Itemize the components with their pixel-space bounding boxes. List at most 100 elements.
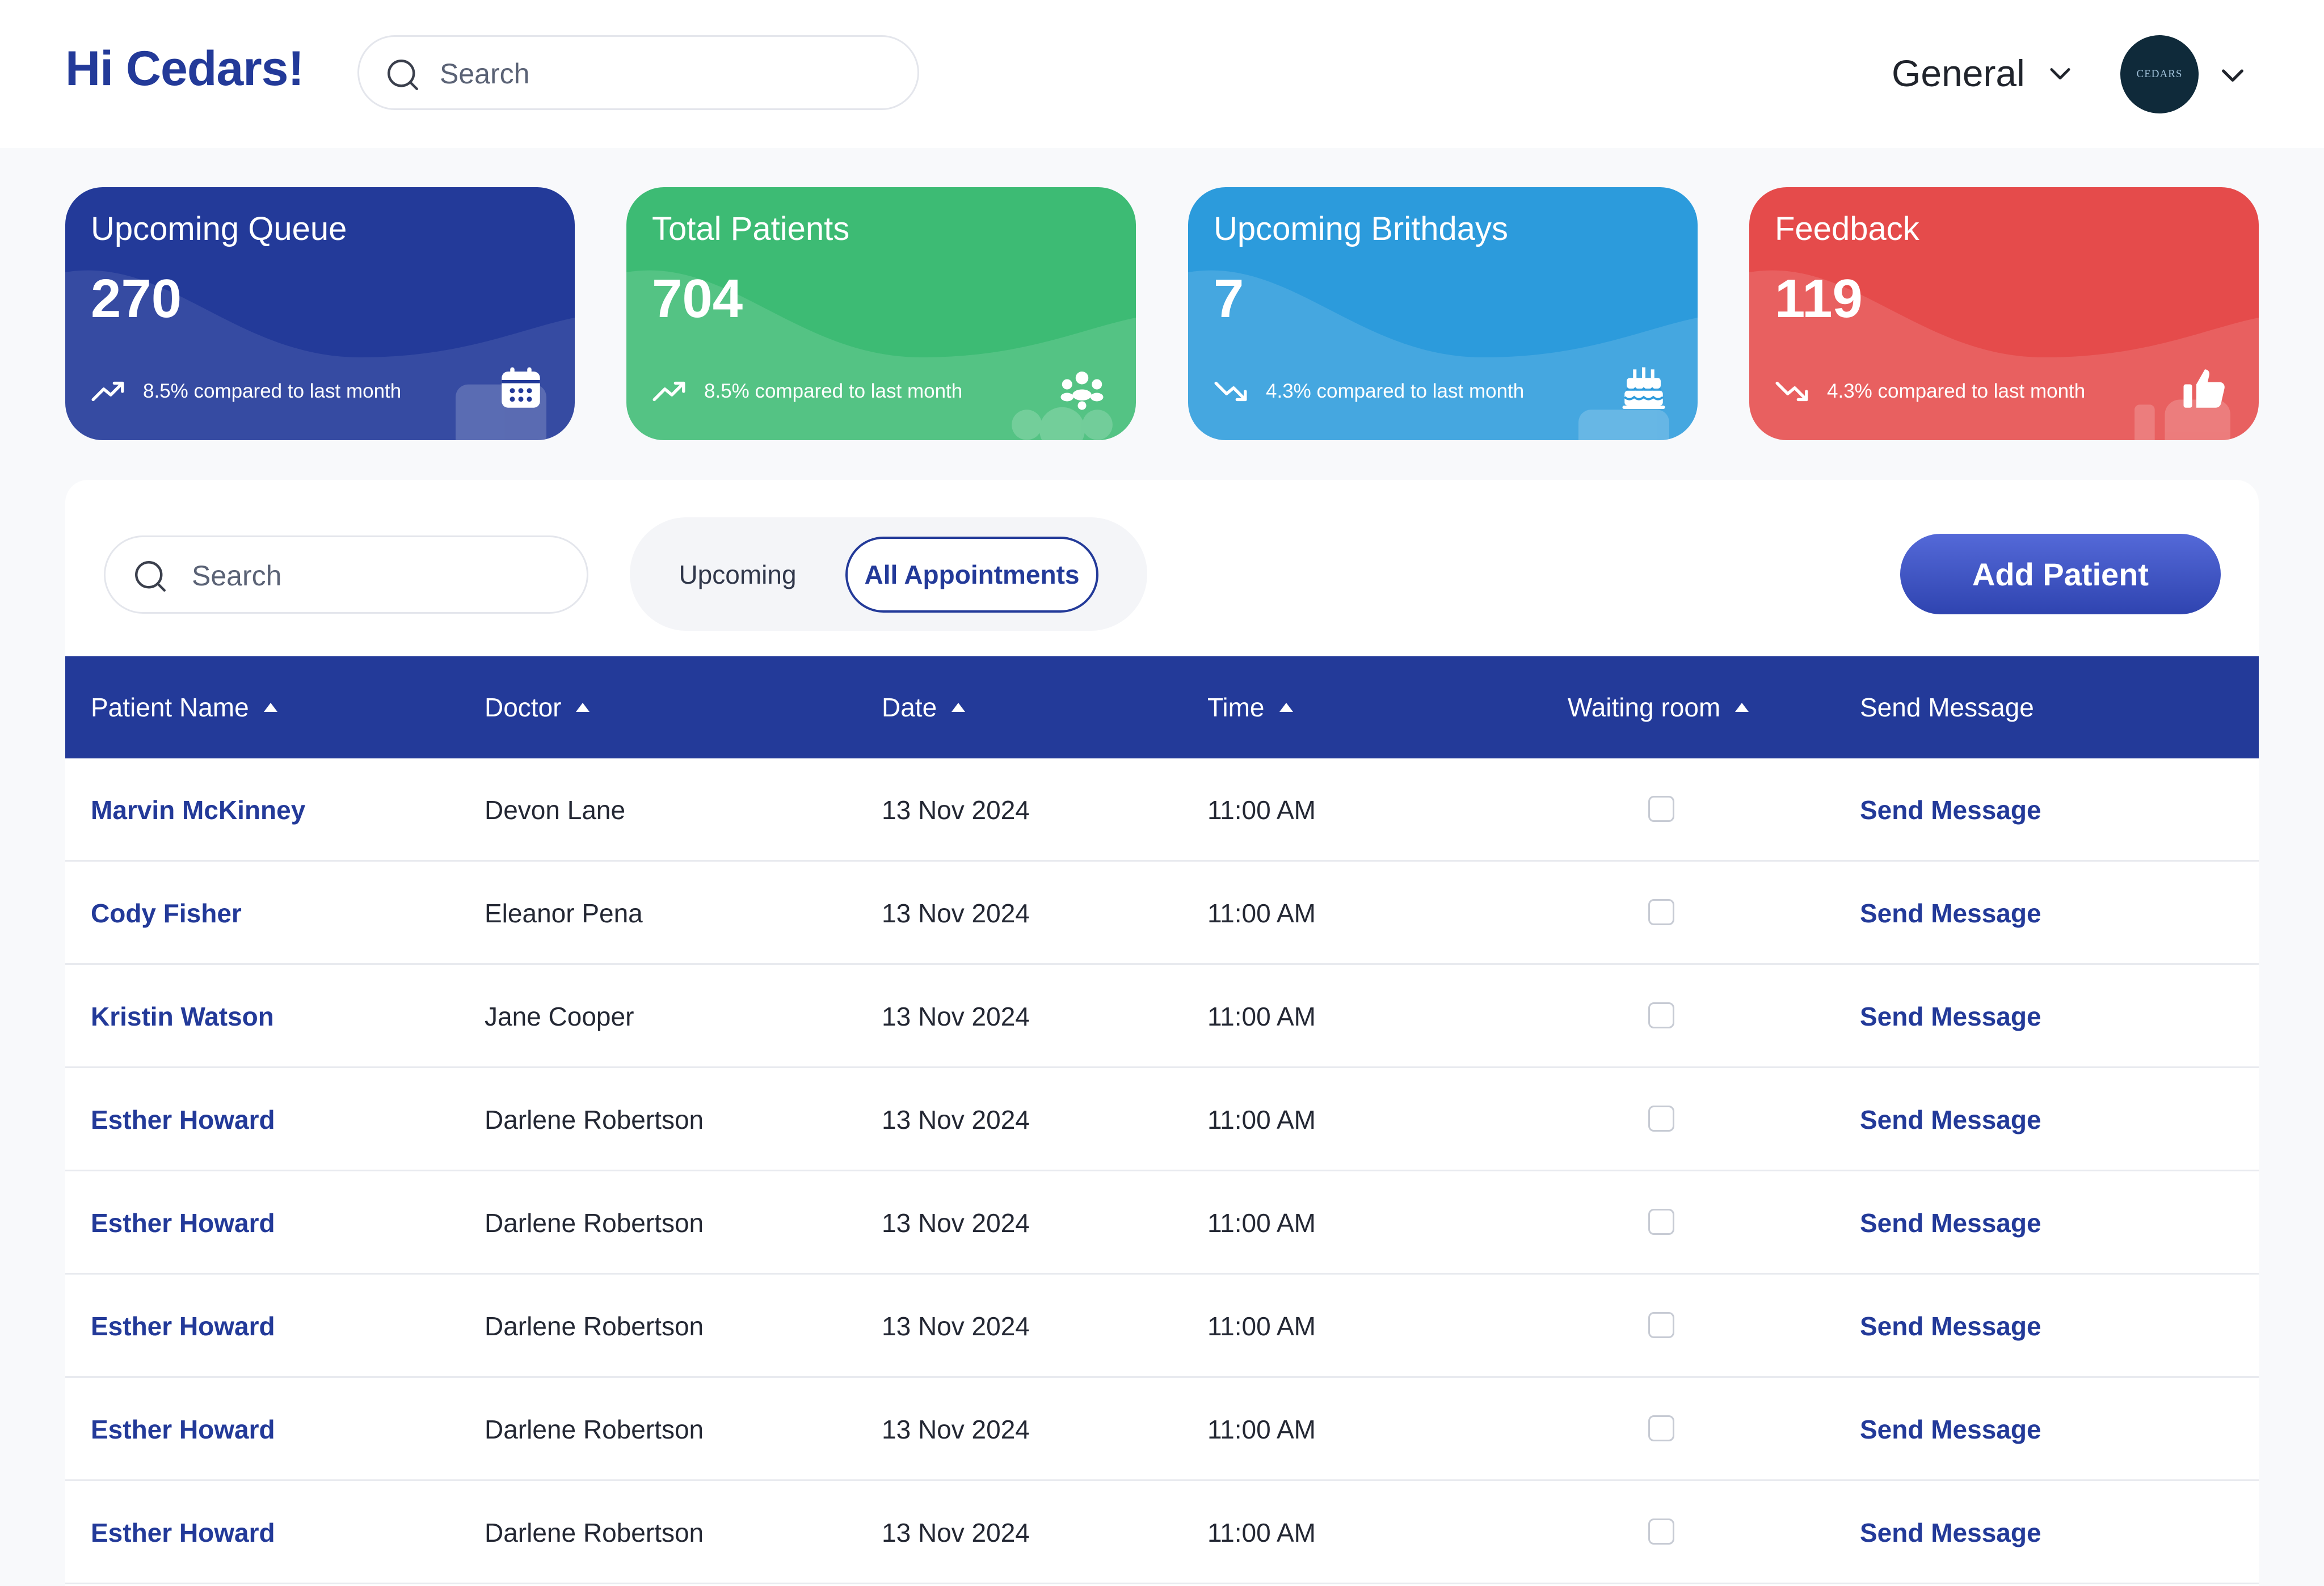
send-message-link[interactable]: Send Message xyxy=(1860,1311,2041,1341)
column-label: Date xyxy=(882,693,937,722)
card-wave-decoration xyxy=(65,270,575,440)
add-patient-button[interactable]: Add Patient xyxy=(1900,534,2221,614)
card-trend: 8.5% compared to last month xyxy=(652,379,962,404)
appointment-date: 13 Nov 2024 xyxy=(882,1311,1030,1341)
card-trend: 4.3% compared to last month xyxy=(1214,379,1524,404)
card-upcoming-birthdays[interactable]: Upcoming Brithdays 7 4.3% compared to la… xyxy=(1188,187,1698,440)
table-header: Patient Name Doctor Date Time Waiting ro… xyxy=(65,656,2259,758)
table-row: Cody Fisher Eleanor Pena 13 Nov 2024 11:… xyxy=(65,862,2259,965)
appointment-time: 11:00 AM xyxy=(1207,1518,1316,1547)
card-upcoming-queue[interactable]: Upcoming Queue 270 8.5% compared to last… xyxy=(65,187,575,440)
card-value: 119 xyxy=(1775,268,1863,329)
appointment-date: 13 Nov 2024 xyxy=(882,1415,1030,1444)
trend-down-icon xyxy=(1775,381,1808,402)
send-message-link[interactable]: Send Message xyxy=(1860,1518,2041,1547)
appointment-date: 13 Nov 2024 xyxy=(882,1518,1030,1547)
column-label: Patient Name xyxy=(91,693,249,722)
waiting-room-checkbox[interactable] xyxy=(1648,1415,1674,1441)
waiting-room-checkbox[interactable] xyxy=(1648,1312,1674,1338)
group-ghost-icon xyxy=(1012,407,1113,440)
card-wave-decoration xyxy=(1188,270,1698,440)
tab-upcoming[interactable]: Upcoming xyxy=(679,560,797,589)
sort-up-icon xyxy=(1279,703,1293,712)
waiting-room-checkbox[interactable] xyxy=(1648,1002,1674,1028)
card-wave-decoration xyxy=(1749,270,2259,440)
appointment-tabs: Upcoming All Appointments xyxy=(630,517,1147,631)
global-search-input[interactable] xyxy=(439,52,895,96)
greeting-title: Hi Cedars! xyxy=(65,41,304,96)
patient-name-link[interactable]: Esther Howard xyxy=(91,1208,275,1238)
column-label: Doctor xyxy=(485,693,562,722)
appointments-search[interactable] xyxy=(104,535,588,614)
patient-name-link[interactable]: Cody Fisher xyxy=(91,899,242,928)
appointments-search-input[interactable] xyxy=(191,553,567,598)
table-row: Esther Howard Darlene Robertson 13 Nov 2… xyxy=(65,1171,2259,1275)
doctor-name: Darlene Robertson xyxy=(485,1415,704,1444)
table-row: Esther Howard Darlene Robertson 13 Nov 2… xyxy=(65,1275,2259,1378)
send-message-link[interactable]: Send Message xyxy=(1860,899,2041,928)
waiting-room-checkbox[interactable] xyxy=(1648,899,1674,925)
card-value: 270 xyxy=(91,268,182,329)
column-header-send-message: Send Message xyxy=(1860,656,2034,758)
chevron-down-icon xyxy=(2050,68,2070,80)
appointment-time: 11:00 AM xyxy=(1207,1415,1316,1444)
appointment-time: 11:00 AM xyxy=(1207,1105,1316,1134)
table-row: Esther Howard Darlene Robertson 13 Nov 2… xyxy=(65,1378,2259,1481)
table-row: Kristin Watson Jane Cooper 13 Nov 2024 1… xyxy=(65,965,2259,1068)
patient-name-link[interactable]: Esther Howard xyxy=(91,1311,275,1341)
card-trend: 4.3% compared to last month xyxy=(1775,379,2085,404)
calendar-icon xyxy=(502,367,540,408)
appointments-panel: Upcoming All Appointments Add Patient Pa… xyxy=(65,480,2259,1586)
waiting-room-checkbox[interactable] xyxy=(1648,796,1674,822)
thumbs-up-ghost-icon xyxy=(2134,399,2230,440)
card-title: Upcoming Brithdays xyxy=(1214,210,1508,247)
global-search[interactable] xyxy=(357,35,919,110)
card-title: Feedback xyxy=(1775,210,1919,247)
send-message-link[interactable]: Send Message xyxy=(1860,1415,2041,1444)
sort-up-icon xyxy=(263,703,277,712)
thumbs-up-icon xyxy=(2183,369,2225,408)
doctor-name: Eleanor Pena xyxy=(485,899,643,928)
send-message-link[interactable]: Send Message xyxy=(1860,1105,2041,1134)
sort-up-icon xyxy=(576,703,590,712)
table-row: Marvin McKinney Devon Lane 13 Nov 2024 1… xyxy=(65,758,2259,862)
card-value: 704 xyxy=(652,268,743,329)
card-trend-text: 8.5% compared to last month xyxy=(704,380,963,402)
column-label: Send Message xyxy=(1860,693,2034,722)
doctor-name: Jane Cooper xyxy=(485,1002,634,1031)
card-total-patients[interactable]: Total Patients 704 8.5% compared to last… xyxy=(626,187,1136,440)
appointment-date: 13 Nov 2024 xyxy=(882,899,1030,928)
appointment-time: 11:00 AM xyxy=(1207,1002,1316,1031)
tab-all-appointments[interactable]: All Appointments xyxy=(845,537,1098,613)
send-message-link[interactable]: Send Message xyxy=(1860,1002,2041,1031)
send-message-link[interactable]: Send Message xyxy=(1860,1208,2041,1238)
appointment-time: 11:00 AM xyxy=(1207,899,1316,928)
doctor-name: Darlene Robertson xyxy=(485,1311,704,1341)
waiting-room-checkbox[interactable] xyxy=(1648,1106,1674,1132)
appointment-date: 13 Nov 2024 xyxy=(882,1002,1030,1031)
card-value: 7 xyxy=(1214,268,1244,329)
avatar[interactable]: CEDARS xyxy=(2120,35,2199,113)
column-header-date[interactable]: Date xyxy=(882,656,966,758)
column-label: Time xyxy=(1207,693,1265,722)
column-header-doctor[interactable]: Doctor xyxy=(485,656,591,758)
waiting-room-checkbox[interactable] xyxy=(1648,1518,1674,1545)
column-header-waiting-room[interactable]: Waiting room xyxy=(1568,656,1750,758)
search-icon xyxy=(388,60,418,90)
patient-name-link[interactable]: Kristin Watson xyxy=(91,1002,274,1031)
card-title: Total Patients xyxy=(652,210,850,247)
sort-up-icon xyxy=(1735,703,1749,712)
waiting-room-checkbox[interactable] xyxy=(1648,1209,1674,1235)
card-feedback[interactable]: Feedback 119 4.3% compared to last month xyxy=(1749,187,2259,440)
patient-name-link[interactable]: Esther Howard xyxy=(91,1415,275,1444)
appointment-date: 13 Nov 2024 xyxy=(882,1105,1030,1134)
patient-name-link[interactable]: Marvin McKinney xyxy=(91,795,306,825)
account-chevron-down-icon[interactable] xyxy=(2217,59,2249,91)
column-header-patient-name[interactable]: Patient Name xyxy=(91,656,279,758)
patient-name-link[interactable]: Esther Howard xyxy=(91,1105,275,1134)
card-trend-text: 4.3% compared to last month xyxy=(1827,380,2086,402)
column-header-time[interactable]: Time xyxy=(1207,656,1294,758)
patient-name-link[interactable]: Esther Howard xyxy=(91,1518,275,1547)
workspace-dropdown[interactable]: General xyxy=(1892,48,2075,99)
send-message-link[interactable]: Send Message xyxy=(1860,795,2041,825)
